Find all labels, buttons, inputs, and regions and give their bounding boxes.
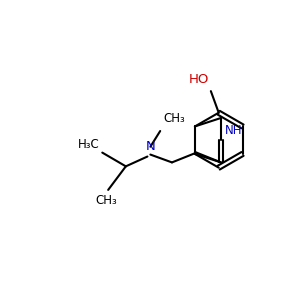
Text: CH₃: CH₃	[163, 112, 185, 125]
Text: N: N	[146, 140, 155, 153]
Text: H₃C: H₃C	[78, 138, 99, 151]
Text: NH: NH	[225, 124, 242, 137]
Text: HO: HO	[188, 73, 209, 86]
Text: CH₃: CH₃	[95, 194, 117, 207]
